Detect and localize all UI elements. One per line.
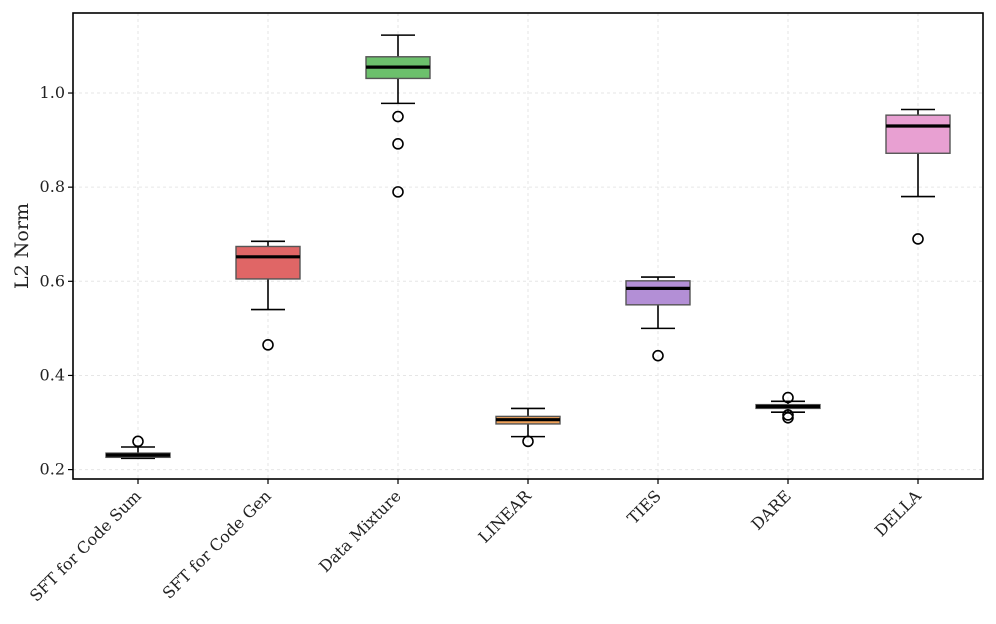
outlier-point bbox=[522, 435, 534, 448]
box-layer bbox=[105, 34, 951, 460]
x-tick-label: TIES bbox=[623, 486, 664, 527]
x-tick-label: SFT for Code Sum bbox=[26, 486, 145, 605]
box-della bbox=[885, 108, 951, 245]
outlier-point bbox=[782, 412, 794, 424]
iqr-box bbox=[235, 245, 301, 280]
grid-layer bbox=[73, 13, 983, 479]
x-axis: SFT for Code Sum SFT for Code Gen Data Mix… bbox=[26, 479, 925, 605]
y-tick-label: 0.2 bbox=[40, 460, 65, 479]
y-tick-label: 1.0 bbox=[40, 83, 65, 102]
outlier-point bbox=[392, 186, 404, 198]
x-tick-label: DARE bbox=[747, 486, 794, 533]
box-data-mixture bbox=[365, 34, 431, 198]
x-tick-label: LINEAR bbox=[475, 486, 536, 547]
box-dare bbox=[755, 391, 821, 424]
outlier-point bbox=[782, 391, 794, 404]
x-tick-label: Data Mixture bbox=[315, 486, 405, 576]
outlier-point bbox=[392, 138, 404, 150]
iqr-box bbox=[625, 280, 691, 306]
outlier-point bbox=[392, 110, 404, 123]
box-sft-for-code-gen bbox=[235, 240, 301, 351]
outlier-point bbox=[912, 233, 924, 245]
box-linear bbox=[495, 407, 561, 448]
y-axis-label: L2 Norm bbox=[11, 203, 33, 289]
iqr-box bbox=[885, 114, 951, 154]
outlier-point bbox=[652, 349, 664, 362]
x-tick-label: DELLA bbox=[871, 486, 925, 540]
y-axis: 0.2 0.4 0.6 0.8 1.0 bbox=[40, 83, 73, 479]
x-tick-label: SFT for Code Gen bbox=[159, 486, 275, 602]
y-tick-label: 0.8 bbox=[40, 177, 65, 196]
y-tick-label: 0.4 bbox=[40, 365, 65, 384]
outlier-point bbox=[132, 435, 144, 448]
outlier-point bbox=[262, 339, 274, 351]
box-sft-for-code-sum bbox=[105, 435, 171, 460]
box-ties bbox=[625, 276, 691, 362]
y-tick-label: 0.6 bbox=[40, 271, 65, 290]
